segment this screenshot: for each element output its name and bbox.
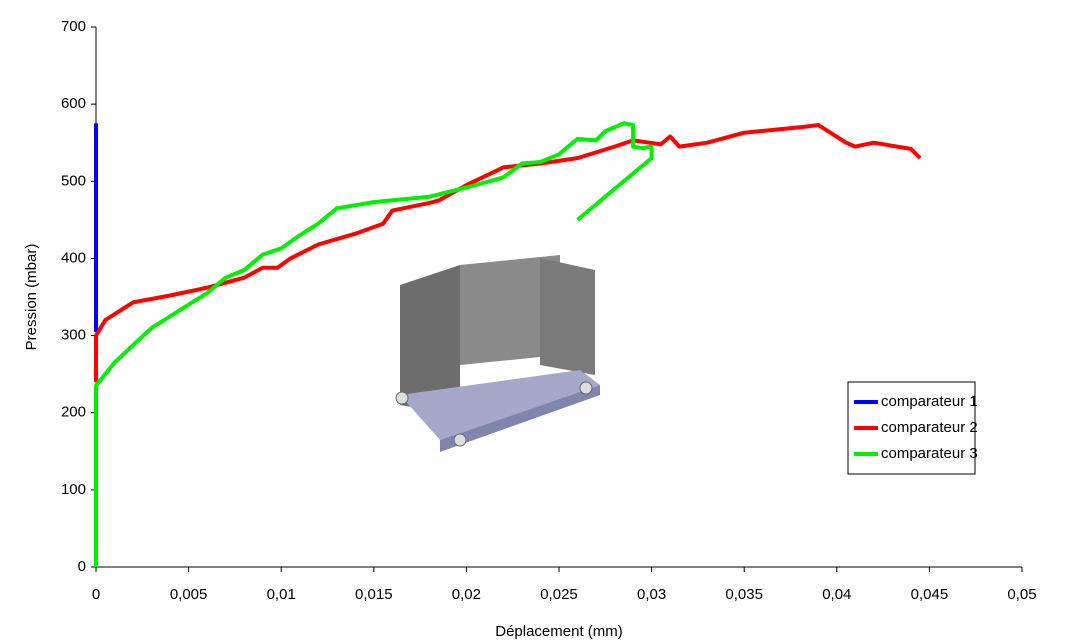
legend-label: comparateur 3 <box>881 445 978 462</box>
x-tick-label: 0,05 <box>1007 586 1036 603</box>
legend-label: comparateur 1 <box>881 393 978 410</box>
y-tick-label: 600 <box>61 95 86 112</box>
illustration <box>395 255 600 452</box>
y-tick-label: 300 <box>61 327 86 344</box>
y-tick-label: 700 <box>61 18 86 35</box>
y-tick-label: 500 <box>61 172 86 189</box>
y-tick-label: 0 <box>78 558 86 575</box>
y-tick-label: 400 <box>61 249 86 266</box>
x-tick-label: 0 <box>92 586 100 603</box>
y-tick-label: 200 <box>61 404 86 421</box>
series-line <box>94 123 922 382</box>
x-tick-label: 0,03 <box>637 586 666 603</box>
series-line <box>94 121 654 567</box>
x-tick-label: 0,04 <box>822 586 851 603</box>
x-tick-label: 0,01 <box>267 586 296 603</box>
legend-label: comparateur 2 <box>881 419 978 436</box>
x-tick-label: 0,015 <box>355 586 393 603</box>
x-tick-label: 0,035 <box>725 586 763 603</box>
x-tick-label: 0,025 <box>540 586 578 603</box>
x-tick-label: 0,02 <box>452 586 481 603</box>
y-tick-label: 100 <box>61 481 86 498</box>
y-axis-title: Pression (mbar) <box>23 244 40 351</box>
x-tick-label: 0,005 <box>170 586 208 603</box>
x-axis-title: Déplacement (mm) <box>495 623 623 640</box>
x-tick-label: 0,045 <box>911 586 949 603</box>
